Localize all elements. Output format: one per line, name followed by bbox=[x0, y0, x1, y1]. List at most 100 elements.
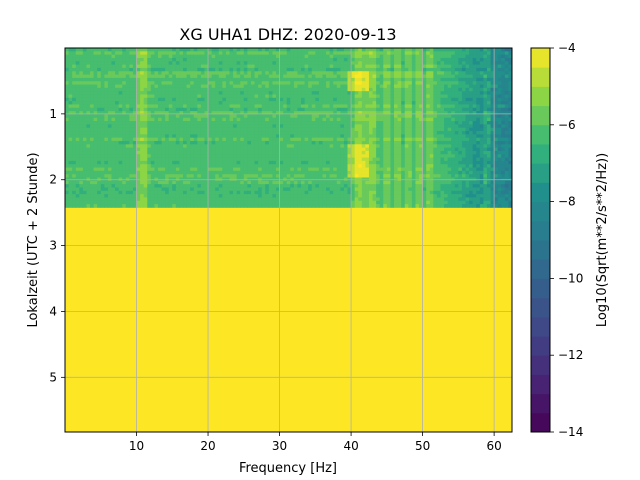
heatmap-cell bbox=[247, 117, 252, 122]
heatmap-cell bbox=[361, 84, 366, 89]
heatmap-cell bbox=[315, 57, 320, 62]
heatmap-cell bbox=[208, 147, 213, 152]
heatmap-cell bbox=[351, 74, 356, 79]
heatmap-cell bbox=[79, 77, 84, 82]
heatmap-cell bbox=[433, 64, 438, 69]
heatmap-cell bbox=[147, 160, 152, 165]
heatmap-cell bbox=[379, 67, 384, 72]
heatmap-cell bbox=[265, 174, 270, 178]
heatmap-cell bbox=[393, 174, 398, 178]
heatmap-cell bbox=[404, 164, 409, 168]
heatmap-cell bbox=[326, 61, 331, 66]
heatmap-cell bbox=[347, 77, 352, 82]
heatmap-cell bbox=[125, 57, 130, 62]
heatmap-cell bbox=[261, 167, 266, 172]
heatmap-cell bbox=[143, 121, 148, 125]
heatmap-cell bbox=[200, 61, 205, 66]
heatmap-cell bbox=[93, 160, 98, 165]
heatmap-cell bbox=[286, 81, 291, 85]
heatmap-cell bbox=[100, 71, 105, 75]
heatmap-cell bbox=[175, 157, 180, 162]
heatmap-cell bbox=[426, 147, 431, 152]
heatmap-cell bbox=[372, 137, 377, 142]
heatmap-cell bbox=[444, 154, 449, 158]
heatmap-cell bbox=[258, 101, 263, 105]
heatmap-cell bbox=[197, 170, 202, 175]
heatmap-cell bbox=[86, 137, 91, 142]
heatmap-cell bbox=[268, 91, 273, 95]
heatmap-cell bbox=[379, 104, 384, 109]
heatmap-cell bbox=[440, 114, 445, 119]
heatmap-cell bbox=[193, 97, 198, 102]
heatmap-cell bbox=[318, 64, 323, 69]
heatmap-cell bbox=[215, 160, 220, 165]
heatmap-cell bbox=[68, 170, 73, 175]
heatmap-cell bbox=[154, 160, 159, 165]
heatmap-cell bbox=[222, 64, 227, 69]
heatmap-cell bbox=[461, 87, 466, 92]
heatmap-cell bbox=[444, 150, 449, 155]
heatmap-cell bbox=[250, 74, 255, 79]
heatmap-cell bbox=[311, 104, 316, 109]
heatmap-cell bbox=[215, 71, 220, 75]
heatmap-cell bbox=[168, 164, 173, 168]
heatmap-cell bbox=[318, 164, 323, 168]
heatmap-cell bbox=[272, 124, 277, 129]
heatmap-cell bbox=[93, 74, 98, 79]
heatmap-cell bbox=[143, 74, 148, 79]
heatmap-cell bbox=[100, 117, 105, 122]
heatmap-cell bbox=[376, 154, 381, 158]
heatmap-cell bbox=[218, 134, 223, 139]
heatmap-cell bbox=[93, 107, 98, 112]
heatmap-cell bbox=[351, 147, 356, 152]
heatmap-cell bbox=[268, 150, 273, 155]
heatmap-cell bbox=[283, 101, 288, 105]
heatmap-cell bbox=[440, 61, 445, 66]
heatmap-cell bbox=[297, 124, 302, 129]
heatmap-cell bbox=[404, 160, 409, 165]
heatmap-cell bbox=[136, 157, 141, 162]
heatmap-cell bbox=[444, 131, 449, 135]
heatmap-cell bbox=[311, 84, 316, 89]
heatmap-cell bbox=[240, 104, 245, 109]
heatmap-cell bbox=[361, 117, 366, 122]
heatmap-cell bbox=[154, 114, 159, 119]
heatmap-cell bbox=[172, 160, 177, 165]
heatmap-cell bbox=[415, 101, 420, 105]
heatmap-cell bbox=[372, 64, 377, 69]
heatmap-cell bbox=[301, 150, 305, 155]
heatmap-cell bbox=[354, 114, 359, 119]
heatmap-cell bbox=[150, 107, 155, 112]
heatmap-cell bbox=[72, 64, 77, 69]
heatmap-cell bbox=[247, 124, 252, 129]
heatmap-cell bbox=[243, 157, 248, 162]
heatmap-cell bbox=[379, 91, 384, 95]
heatmap-cell bbox=[279, 101, 284, 105]
heatmap-cell bbox=[476, 170, 481, 175]
heatmap-cell bbox=[247, 87, 252, 92]
heatmap-cell bbox=[222, 121, 227, 125]
heatmap-cell bbox=[461, 167, 466, 172]
heatmap-cell bbox=[461, 51, 466, 56]
heatmap-cell bbox=[236, 91, 241, 95]
heatmap-cell bbox=[393, 154, 398, 158]
heatmap-cell bbox=[376, 54, 381, 59]
heatmap-cell bbox=[472, 150, 477, 155]
heatmap-cell bbox=[340, 87, 345, 92]
heatmap-cell bbox=[268, 134, 273, 139]
heatmap-cell bbox=[65, 84, 69, 89]
heatmap-cell bbox=[215, 104, 220, 109]
heatmap-cell bbox=[233, 48, 238, 52]
heatmap-cell bbox=[322, 134, 327, 139]
heatmap-cell bbox=[147, 54, 152, 59]
heatmap-cell bbox=[404, 127, 409, 132]
heatmap-cell bbox=[90, 107, 95, 112]
heatmap-cell bbox=[165, 157, 170, 162]
heatmap-cell bbox=[293, 157, 298, 162]
heatmap-cell bbox=[390, 127, 395, 132]
heatmap-cell bbox=[379, 140, 384, 145]
heatmap-cell bbox=[501, 124, 506, 129]
heatmap-cell bbox=[429, 74, 434, 79]
heatmap-cell bbox=[247, 174, 252, 178]
heatmap-cell bbox=[290, 107, 295, 112]
